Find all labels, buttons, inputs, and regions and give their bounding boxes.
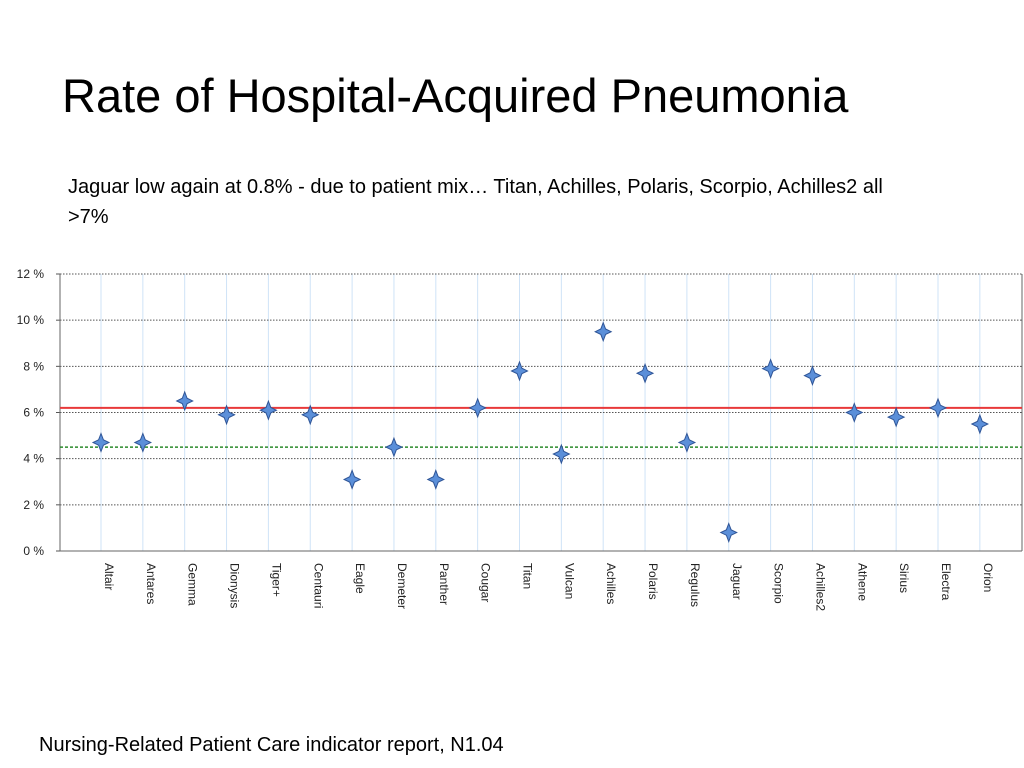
x-tick-label: Cougar <box>479 563 493 602</box>
x-tick-label: Titan <box>521 563 535 589</box>
x-tick-label: Panther <box>437 563 451 605</box>
y-tick-label: 6 % <box>23 406 44 420</box>
data-point <box>845 402 864 423</box>
data-point <box>928 397 948 419</box>
data-point <box>970 413 990 435</box>
x-tick-label: Regulus <box>688 563 702 607</box>
slide-subtitle: Jaguar low again at 0.8% - due to patien… <box>68 176 883 228</box>
data-point <box>301 404 320 426</box>
x-tick-label: Dionysis <box>228 563 242 608</box>
data-point <box>594 321 613 343</box>
data-point <box>552 443 571 465</box>
x-tick-label: Sirius <box>897 563 911 593</box>
x-tick-label: Jaguar <box>730 563 744 600</box>
y-tick-label: 2 % <box>23 498 44 512</box>
data-point <box>468 397 487 419</box>
x-tick-label: Demeter <box>395 563 409 609</box>
slide-footer: Nursing-Related Patient Care indicator r… <box>39 734 504 756</box>
x-tick-label: Electra <box>939 563 953 601</box>
data-point <box>635 362 655 384</box>
x-tick-label: Achilles <box>604 563 618 604</box>
x-tick-label: Gemma <box>186 563 200 606</box>
data-point <box>384 436 404 458</box>
data-point <box>91 432 111 453</box>
data-point <box>426 469 445 490</box>
y-tick-label: 10 % <box>17 313 45 327</box>
data-point <box>175 390 194 412</box>
data-point <box>133 432 153 453</box>
data-point <box>217 404 236 426</box>
y-tick-label: 4 % <box>23 452 44 466</box>
y-tick-label: 12 % <box>17 267 45 281</box>
x-tick-label: Altair <box>102 563 116 590</box>
data-point <box>719 522 738 543</box>
x-tick-label: Athene <box>855 563 869 601</box>
data-point <box>677 432 697 453</box>
x-tick-label: Vulcan <box>562 563 576 599</box>
data-point <box>761 358 780 380</box>
x-tick-label: Scorpio <box>772 563 786 604</box>
x-tick-label: Achilles2 <box>813 563 827 611</box>
data-point <box>342 469 362 490</box>
data-point <box>803 365 822 386</box>
x-tick-label: Orion <box>981 563 995 592</box>
data-point <box>886 406 906 428</box>
x-tick-label: Antares <box>144 563 158 604</box>
x-tick-label: Centauri <box>311 563 325 608</box>
x-tick-label: Eagle <box>353 563 367 594</box>
x-tick-label: Tiger+ <box>269 563 283 597</box>
x-tick-label: Polaris <box>646 563 660 600</box>
data-point <box>259 399 278 421</box>
slide-title: Rate of Hospital-Acquired Pneumonia <box>62 69 849 122</box>
data-point <box>510 360 529 382</box>
y-tick-label: 0 % <box>23 544 44 558</box>
y-tick-label: 8 % <box>23 359 44 373</box>
